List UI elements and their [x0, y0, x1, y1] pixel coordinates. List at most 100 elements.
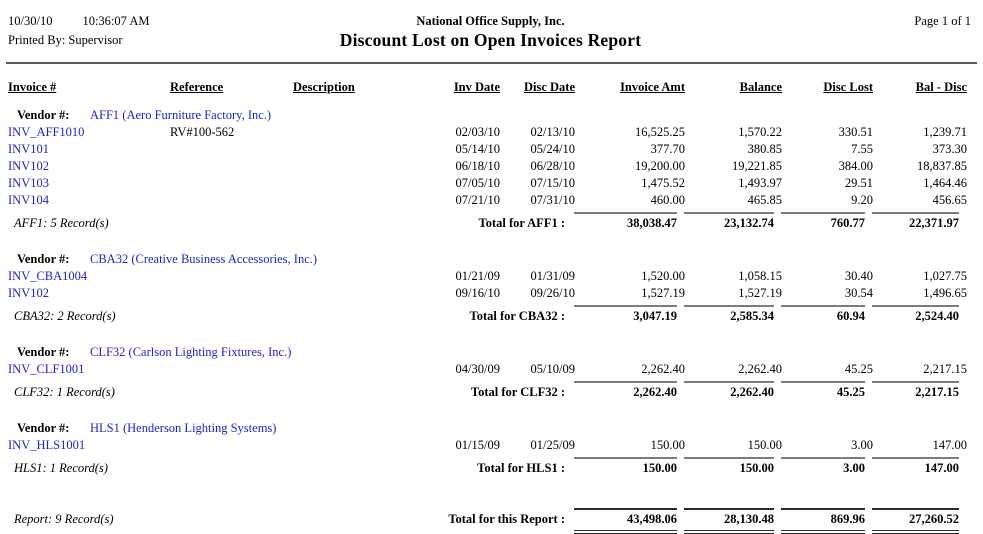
cell-balance: 380.85 [747, 142, 782, 156]
invoice-row: INV104 07/21/10 07/31/10 460.00 465.85 9.20 45… [0, 192, 983, 209]
cell-invoice-amt: 2,262.40 [641, 362, 685, 376]
print-time: 10:36:07 AM [82, 14, 150, 28]
printed-by: Printed By: Supervisor [8, 33, 123, 47]
invoice-row: INV102 06/18/10 06/28/10 19,200.00 19,221.85… [0, 158, 983, 175]
vendor-total-disc-lost: 60.94 [774, 305, 865, 325]
cell-disc-lost: 45.25 [844, 362, 873, 376]
vendor-total-balance-value: 150.00 [684, 457, 774, 477]
report-page: 10/30/10 10:36:07 AM Printed By: Supervis… [0, 14, 983, 534]
vendor-total-bal-disc-value: 147.00 [872, 457, 959, 477]
vendor-name-link[interactable]: HLS1 (Henderson Lighting Systems) [90, 421, 277, 435]
invoice-row: INV_CLF1001 04/30/09 05/10/09 2,262.40 2,262… [0, 361, 983, 378]
cell-disc-date: 02/13/10 [530, 125, 575, 139]
report-body: Vendor #: AFF1 (Aero Furniture Factory, I… [0, 107, 983, 534]
cell-disc-date: 05/10/09 [530, 362, 575, 376]
col-header-balance: Balance [739, 80, 782, 94]
vendor-total-bal-disc: 2,524.40 [865, 305, 959, 325]
cell-bal-disc: 1,464.46 [923, 176, 967, 190]
cell-bal-disc: 147.00 [932, 438, 967, 452]
vendor-group: Vendor #: AFF1 (Aero Furniture Factory, I… [0, 107, 983, 232]
vendor-total-bal-disc: 2,217.15 [865, 381, 959, 401]
vendor-total-invoice-amt: 3,047.19 [567, 305, 677, 325]
cell-invoice-amt: 19,200.00 [635, 159, 685, 173]
cell-invoice-amt: 16,525.25 [635, 125, 685, 139]
cell-disc-date: 01/31/09 [530, 269, 575, 283]
vendor-row: Vendor #: AFF1 (Aero Furniture Factory, I… [0, 107, 983, 124]
cell-invoice[interactable]: INV102 [8, 286, 49, 300]
vendor-total-bal-disc-value: 2,524.40 [872, 305, 959, 325]
invoice-row: INV_CBA1004 01/21/09 01/31/09 1,520.00 1,058… [0, 268, 983, 285]
cell-invoice[interactable]: INV_CLF1001 [8, 362, 85, 376]
invoice-row: INV102 09/16/10 09/26/10 1,527.19 1,527.19 30… [0, 285, 983, 302]
vendor-row: Vendor #: HLS1 (Henderson Lighting System… [0, 420, 983, 437]
cell-invoice[interactable]: INV101 [8, 142, 49, 156]
cell-balance: 1,493.97 [738, 176, 782, 190]
vendor-total-disc-lost: 760.77 [774, 212, 865, 232]
vendor-total-balance-value: 2,262.40 [684, 381, 774, 401]
vendor-total-invoice-amt-value: 150.00 [574, 457, 677, 477]
vendor-name-link[interactable]: CLF32 (Carlson Lighting Fixtures, Inc.) [90, 345, 292, 359]
cell-disc-date: 09/26/10 [530, 286, 575, 300]
vendor-name-link[interactable]: AFF1 (Aero Furniture Factory, Inc.) [90, 108, 272, 122]
cell-disc-lost: 30.40 [844, 269, 873, 283]
vendor-total-bal-disc: 147.00 [865, 457, 959, 477]
vendor-group: Vendor #: CLF32 (Carlson Lighting Fixture… [0, 344, 983, 401]
cell-invoice[interactable]: INV_AFF1010 [8, 125, 85, 139]
cell-balance: 19,221.85 [732, 159, 782, 173]
vendor-total-row: HLS1: 1 Record(s) Total for HLS1 : 150.00 1… [0, 457, 983, 477]
cell-disc-lost: 30.54 [844, 286, 873, 300]
vendor-total-invoice-amt: 38,038.47 [567, 212, 677, 232]
vendor-row: Vendor #: CBA32 (Creative Business Access… [0, 251, 983, 268]
cell-invoice[interactable]: INV103 [8, 176, 49, 190]
cell-inv-date: 05/14/10 [455, 142, 500, 156]
vendor-total-disc-lost-value: 45.25 [781, 381, 865, 401]
col-header-bal-disc: Bal - Disc [915, 80, 967, 94]
col-header-disc-date: Disc Date [523, 80, 575, 94]
vendor-total-bal-disc-value: 2,217.15 [872, 381, 959, 401]
vendor-record-count: AFF1: 5 Record(s) [14, 216, 109, 230]
cell-bal-disc: 2,217.15 [923, 362, 967, 376]
cell-bal-disc: 18,837.85 [917, 159, 967, 173]
cell-invoice-amt: 1,527.19 [641, 286, 685, 300]
report-total-label: Total for this Report : [448, 512, 565, 526]
vendor-total-balance: 2,585.34 [677, 305, 774, 325]
invoice-row: INV101 05/14/10 05/24/10 377.70 380.85 7.55 37… [0, 141, 983, 158]
column-header-row: Invoice # Reference Description Inv Date… [0, 79, 983, 97]
cell-invoice-amt: 460.00 [650, 193, 685, 207]
cell-disc-date: 01/25/09 [530, 438, 575, 452]
cell-balance: 1,570.22 [738, 125, 782, 139]
cell-disc-date: 05/24/10 [530, 142, 575, 156]
col-header-inv-date: Inv Date [453, 80, 500, 94]
vendor-total-bal-disc: 22,371.97 [865, 212, 959, 232]
vendor-total-balance: 23,132.74 [677, 212, 774, 232]
vendor-number-label: Vendor #: [17, 345, 70, 359]
cell-disc-lost: 384.00 [838, 159, 873, 173]
print-date: 10/30/10 [8, 14, 53, 28]
report-total-balance-value: 28,130.48 [684, 508, 774, 534]
vendor-total-balance-value: 2,585.34 [684, 305, 774, 325]
report-record-count: Report: 9 Record(s) [14, 512, 114, 526]
vendor-total-label: Total for AFF1 : [478, 216, 565, 230]
vendor-name-link[interactable]: CBA32 (Creative Business Accessories, In… [90, 252, 318, 266]
report-total-bal-disc: 27,260.52 [865, 508, 959, 534]
cell-inv-date: 06/18/10 [455, 159, 500, 173]
cell-invoice[interactable]: INV_HLS1001 [8, 438, 86, 452]
cell-disc-date: 06/28/10 [530, 159, 575, 173]
cell-invoice[interactable]: INV104 [8, 193, 49, 207]
cell-disc-lost: 29.51 [844, 176, 873, 190]
vendor-record-count: CBA32: 2 Record(s) [14, 309, 116, 323]
cell-balance: 465.85 [747, 193, 782, 207]
report-total-disc-lost-value: 869.96 [781, 508, 865, 534]
cell-bal-disc: 373.30 [932, 142, 967, 156]
page-indicator: Page 1 of 1 [914, 14, 971, 28]
vendor-total-label: Total for HLS1 : [477, 461, 565, 475]
cell-inv-date: 07/05/10 [455, 176, 500, 190]
cell-invoice[interactable]: INV_CBA1004 [8, 269, 88, 283]
cell-disc-lost: 7.55 [851, 142, 873, 156]
vendor-record-count: CLF32: 1 Record(s) [14, 385, 115, 399]
cell-balance: 2,262.40 [738, 362, 782, 376]
cell-invoice[interactable]: INV102 [8, 159, 49, 173]
vendor-total-row: AFF1: 5 Record(s) Total for AFF1 : 38,038.… [0, 212, 983, 232]
vendor-total-balance-value: 23,132.74 [684, 212, 774, 232]
vendor-total-invoice-amt: 2,262.40 [567, 381, 677, 401]
